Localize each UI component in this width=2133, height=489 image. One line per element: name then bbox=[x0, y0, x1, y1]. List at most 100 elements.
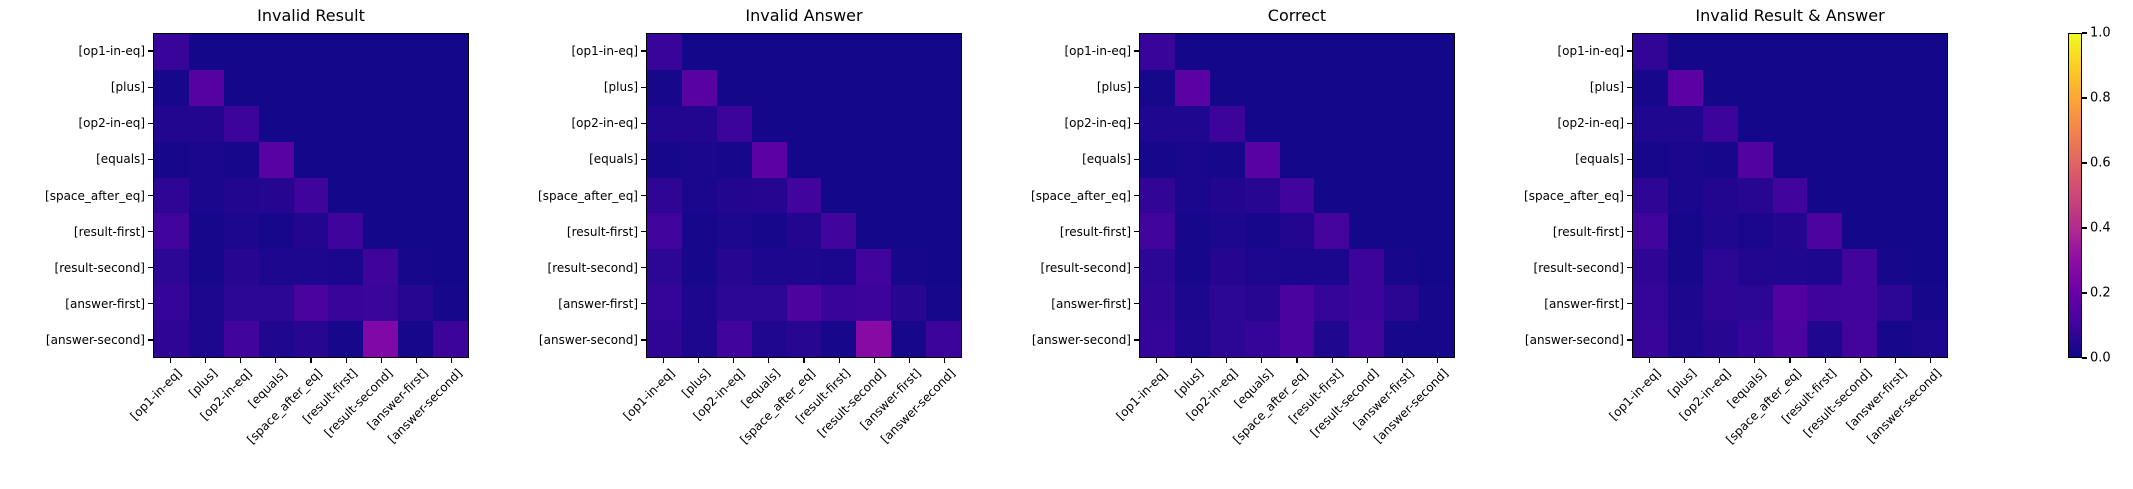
heatmap-cell bbox=[1314, 105, 1350, 142]
heatmap-cell bbox=[681, 105, 717, 142]
x-tick-label: [op1-in-eq] bbox=[1606, 366, 1664, 423]
heatmap-cell bbox=[1807, 249, 1843, 286]
heatmap-cell bbox=[821, 249, 857, 286]
heatmap-cell bbox=[681, 34, 717, 70]
heatmap-cell bbox=[1209, 177, 1245, 214]
heatmap-cell bbox=[647, 177, 682, 214]
x-axis-tick bbox=[380, 358, 382, 363]
heatmap-cell bbox=[1314, 285, 1350, 322]
heatmap-cell bbox=[433, 105, 468, 142]
x-axis-tick bbox=[1648, 358, 1651, 363]
heatmap-cell bbox=[258, 177, 294, 214]
heatmap-cell bbox=[1174, 249, 1210, 286]
heatmap-cell bbox=[1912, 141, 1947, 178]
heatmap-cell bbox=[647, 213, 682, 250]
heatmap-cell bbox=[258, 34, 294, 70]
heatmap-cell bbox=[1912, 249, 1947, 286]
heatmap-cell bbox=[1279, 177, 1315, 214]
y-tick-label: [equals] bbox=[96, 152, 145, 167]
heatmap-cell bbox=[926, 285, 961, 322]
heatmap-cell bbox=[681, 213, 717, 250]
y-tick-label: [answer-second] bbox=[538, 332, 638, 347]
heatmap-cell bbox=[1419, 69, 1454, 106]
heatmap-cell bbox=[751, 321, 787, 357]
colorbar-tick-label: 0.6 bbox=[2090, 155, 2111, 171]
y-axis-tick bbox=[641, 122, 646, 124]
heatmap-cell bbox=[926, 321, 961, 357]
heatmap-cell bbox=[1174, 177, 1210, 214]
heatmap-cell bbox=[154, 213, 189, 250]
heatmap-cell bbox=[223, 321, 259, 357]
heatmap-cell bbox=[1912, 177, 1947, 214]
heatmap-cell bbox=[1419, 141, 1454, 178]
heatmap-cell bbox=[1384, 321, 1420, 357]
y-axis-tick bbox=[1134, 303, 1139, 305]
heatmap-cell bbox=[398, 213, 434, 250]
heatmap-cell bbox=[154, 321, 189, 357]
x-axis-tick bbox=[662, 358, 665, 363]
heatmap-cell bbox=[1842, 69, 1878, 106]
heatmap-cell bbox=[1877, 69, 1913, 106]
heatmap-cell bbox=[1842, 321, 1878, 357]
heatmap-cell bbox=[293, 141, 329, 178]
x-tick-label: [op1-in-eq] bbox=[1113, 366, 1171, 423]
heatmap-cell bbox=[1244, 69, 1280, 106]
heatmap-cell bbox=[1877, 321, 1913, 357]
heatmap-cell bbox=[821, 34, 857, 70]
y-tick-label: [plus] bbox=[1096, 80, 1131, 95]
y-axis-tick bbox=[148, 339, 153, 341]
heatmap-cell bbox=[293, 69, 329, 106]
heatmap-cell bbox=[1633, 285, 1668, 322]
heatmap-cell bbox=[1314, 34, 1350, 70]
heatmap-cell bbox=[821, 105, 857, 142]
colorbar-tick bbox=[2082, 97, 2087, 99]
heatmap-cell bbox=[433, 69, 468, 106]
heatmap-cell bbox=[363, 105, 399, 142]
y-tick-label: [answer-first] bbox=[1544, 296, 1624, 311]
heatmap-cell bbox=[328, 177, 364, 214]
heatmap-grid bbox=[154, 34, 468, 357]
heatmap-cell bbox=[398, 285, 434, 322]
heatmap-cell bbox=[1209, 249, 1245, 286]
heatmap-cell bbox=[891, 177, 927, 214]
heatmap-cell bbox=[1667, 249, 1703, 286]
colorbar-tick bbox=[2082, 292, 2087, 294]
heatmap-cell bbox=[328, 321, 364, 357]
heatmap-cell bbox=[1842, 105, 1878, 142]
heatmap-cell bbox=[891, 141, 927, 178]
heatmap-cell bbox=[1140, 105, 1175, 142]
heatmap-cell bbox=[1174, 141, 1210, 178]
heatmap-cell bbox=[1842, 141, 1878, 178]
y-axis-tick bbox=[148, 86, 153, 88]
heatmap-cell bbox=[1349, 285, 1385, 322]
y-axis-tick bbox=[1134, 231, 1139, 233]
x-axis-tick bbox=[1754, 358, 1756, 363]
heatmap-cell bbox=[188, 141, 224, 178]
heatmap-cell bbox=[716, 213, 752, 250]
heatmap-cell bbox=[1737, 34, 1773, 70]
y-tick-label: [equals] bbox=[1575, 152, 1624, 167]
heatmap-cell bbox=[223, 285, 259, 322]
x-axis-tick bbox=[873, 358, 875, 363]
heatmap-cell bbox=[1140, 177, 1175, 214]
heatmap-cell bbox=[398, 177, 434, 214]
heatmap-cell bbox=[1174, 105, 1210, 142]
heatmap-cell bbox=[328, 105, 364, 142]
heatmap-cell bbox=[1209, 321, 1245, 357]
heatmap-cell bbox=[1633, 249, 1668, 286]
x-tick-label: [op1-in-eq] bbox=[620, 366, 678, 423]
y-tick-label: [result-first] bbox=[1552, 224, 1624, 239]
heatmap-cell bbox=[856, 105, 892, 142]
heatmap-cell bbox=[188, 285, 224, 322]
x-axis-tick bbox=[1859, 358, 1861, 363]
y-tick-label: [plus] bbox=[603, 80, 638, 95]
y-axis-tick bbox=[1627, 339, 1632, 341]
heatmap-cell bbox=[293, 34, 329, 70]
heatmap-cell bbox=[926, 69, 961, 106]
heatmap-cell bbox=[1209, 141, 1245, 178]
heatmap-cell bbox=[1772, 249, 1808, 286]
heatmap-cell bbox=[1667, 141, 1703, 178]
y-tick-label: [result-first] bbox=[1059, 224, 1131, 239]
x-axis-tick bbox=[450, 358, 453, 363]
